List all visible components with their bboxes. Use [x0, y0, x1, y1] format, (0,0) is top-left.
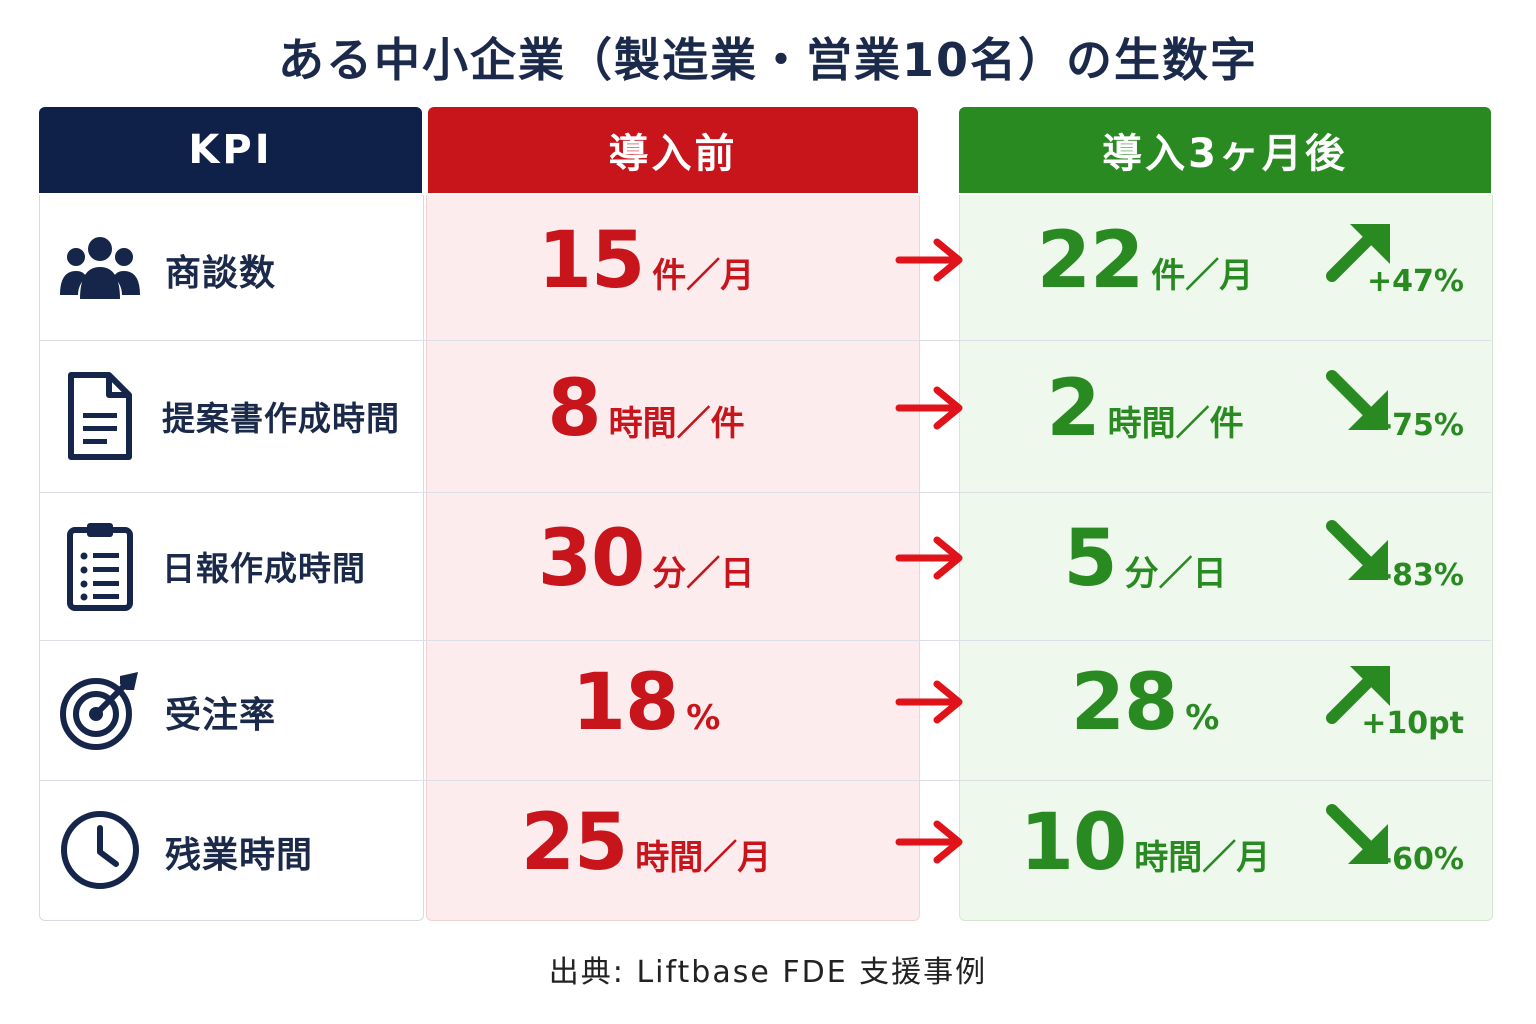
after-number: 22 — [1036, 215, 1145, 306]
clock-icon — [58, 780, 142, 920]
change-percent: +47% — [1367, 263, 1464, 299]
trend-indicator: -83% — [1322, 518, 1482, 608]
after-value: 5 分／日 — [975, 514, 1315, 604]
after-value: 22 件／月 — [975, 216, 1315, 306]
change-arrow-icon — [895, 238, 967, 282]
row-divider — [39, 340, 1491, 341]
row-divider — [39, 640, 1491, 641]
people-icon — [58, 195, 142, 340]
target-icon — [58, 640, 142, 780]
row-divider — [39, 780, 1491, 781]
kpi-label: 残業時間 — [165, 835, 314, 876]
before-value: 25 時間／月 — [426, 798, 866, 888]
kpi-row: 日報作成時間 — [40, 492, 422, 640]
change-arrow-icon — [895, 536, 967, 580]
after-number: 5 — [1063, 514, 1117, 604]
after-number: 28 — [1070, 658, 1179, 748]
before-number: 25 — [520, 798, 629, 888]
after-unit: 時間／月 — [1134, 838, 1271, 878]
header-after: 導入3ヶ月後 — [959, 107, 1491, 193]
after-number: 2 — [1046, 364, 1100, 454]
change-arrow-icon — [895, 680, 967, 724]
before-unit: 分／日 — [652, 554, 755, 594]
trend-up-arrow-icon — [1324, 220, 1394, 288]
trend-indicator: -60% — [1322, 802, 1482, 892]
kpi-row: 残業時間 — [40, 780, 422, 920]
before-unit: % — [686, 698, 721, 738]
before-number: 8 — [547, 364, 601, 454]
header-kpi: KPI — [39, 107, 422, 193]
kpi-label: 受注率 — [165, 695, 277, 736]
trend-down-arrow-icon — [1324, 368, 1394, 436]
trend-indicator: +47% — [1322, 220, 1482, 310]
before-value: 15 件／月 — [426, 216, 866, 306]
kpi-label: 日報作成時間 — [162, 549, 366, 588]
after-unit: % — [1185, 698, 1220, 738]
clipboard-icon — [58, 492, 142, 640]
after-unit: 分／日 — [1124, 554, 1227, 594]
kpi-row: 受注率 — [40, 640, 422, 780]
chart-title: ある中小企業（製造業・営業10名）の生数字 — [277, 33, 1258, 87]
change-percent: +10pt — [1361, 706, 1464, 741]
change-arrow-icon — [895, 820, 967, 864]
change-percent: -83% — [1379, 558, 1464, 593]
trend-indicator: -75% — [1322, 368, 1482, 458]
after-unit: 時間／件 — [1107, 404, 1244, 444]
before-number: 30 — [537, 514, 646, 604]
before-column — [426, 195, 920, 921]
after-column — [959, 195, 1493, 921]
kpi-row: 提案書作成時間 — [40, 340, 422, 492]
document-icon — [58, 340, 142, 492]
trend-indicator: +10pt — [1322, 662, 1482, 752]
kpi-row: 商談数 — [40, 195, 422, 340]
after-value: 28% — [975, 658, 1315, 748]
trend-down-arrow-icon — [1324, 802, 1394, 870]
source-note: 出典: Liftbase FDE 支援事例 — [548, 955, 988, 990]
trend-down-arrow-icon — [1324, 518, 1394, 586]
before-value: 30 分／日 — [426, 514, 866, 604]
before-number: 15 — [537, 215, 646, 306]
after-unit: 件／月 — [1151, 255, 1254, 296]
after-value: 2 時間／件 — [975, 364, 1315, 454]
header-before: 導入前 — [428, 107, 918, 193]
before-unit: 件／月 — [652, 255, 755, 296]
row-divider — [39, 492, 1491, 493]
change-percent: -75% — [1379, 408, 1464, 443]
after-number: 10 — [1019, 798, 1128, 888]
trend-up-arrow-icon — [1324, 662, 1394, 730]
before-value: 8 時間／件 — [426, 364, 866, 454]
before-number: 18 — [571, 658, 680, 748]
kpi-label: 商談数 — [165, 252, 277, 294]
before-unit: 時間／件 — [608, 404, 745, 444]
change-percent: -60% — [1379, 842, 1464, 877]
after-value: 10 時間／月 — [975, 798, 1315, 888]
before-unit: 時間／月 — [635, 838, 772, 878]
change-arrow-icon — [895, 386, 967, 430]
before-value: 18% — [426, 658, 866, 748]
kpi-label: 提案書作成時間 — [162, 399, 400, 438]
